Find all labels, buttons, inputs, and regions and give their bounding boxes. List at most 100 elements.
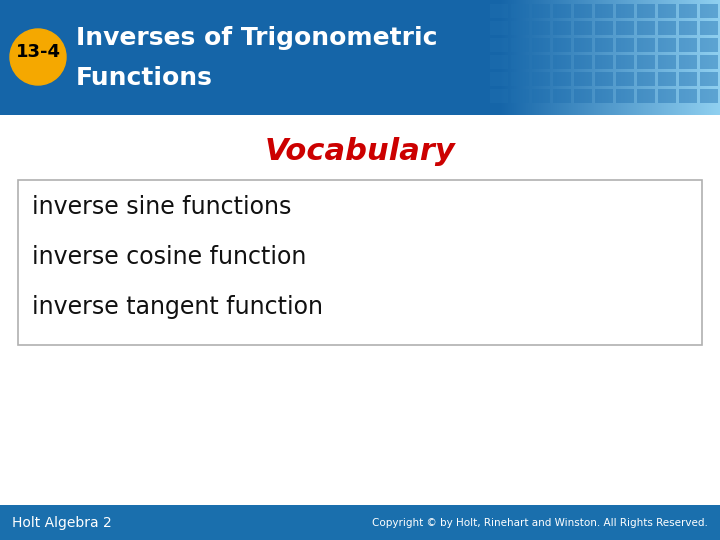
Bar bbox=[514, 0, 515, 115]
Bar bbox=[658, 89, 676, 103]
Bar bbox=[658, 55, 676, 69]
Bar bbox=[658, 0, 659, 115]
Bar bbox=[581, 0, 582, 115]
Bar bbox=[530, 0, 531, 115]
Bar bbox=[672, 0, 673, 115]
Bar bbox=[577, 0, 578, 115]
Bar bbox=[616, 21, 634, 35]
Bar bbox=[667, 0, 668, 115]
Bar bbox=[664, 0, 665, 115]
Circle shape bbox=[10, 29, 66, 85]
Bar bbox=[490, 72, 508, 86]
Bar bbox=[638, 0, 639, 115]
Bar bbox=[563, 0, 564, 115]
Bar bbox=[680, 0, 681, 115]
Bar bbox=[599, 0, 600, 115]
Bar bbox=[528, 0, 529, 115]
Bar bbox=[586, 0, 587, 115]
Bar bbox=[611, 0, 612, 115]
Bar bbox=[719, 0, 720, 115]
Bar bbox=[629, 0, 630, 115]
Bar bbox=[700, 38, 718, 52]
Bar bbox=[632, 0, 633, 115]
Bar bbox=[580, 0, 581, 115]
Bar bbox=[621, 0, 622, 115]
Bar bbox=[704, 0, 705, 115]
Bar bbox=[553, 0, 554, 115]
Bar bbox=[648, 0, 649, 115]
Bar bbox=[710, 0, 711, 115]
Bar bbox=[582, 0, 583, 115]
Bar bbox=[572, 0, 573, 115]
Bar bbox=[522, 0, 523, 115]
Bar bbox=[717, 0, 718, 115]
Bar bbox=[553, 4, 571, 18]
Text: Vocabulary: Vocabulary bbox=[265, 138, 455, 166]
Text: Inverses of Trigonometric: Inverses of Trigonometric bbox=[76, 26, 438, 50]
Bar bbox=[616, 55, 634, 69]
Bar bbox=[544, 0, 545, 115]
Bar bbox=[593, 0, 594, 115]
Bar bbox=[673, 0, 674, 115]
Bar bbox=[574, 89, 592, 103]
Bar bbox=[676, 0, 677, 115]
Bar bbox=[695, 0, 696, 115]
Bar bbox=[512, 0, 513, 115]
Bar bbox=[550, 0, 551, 115]
Bar bbox=[656, 0, 657, 115]
Bar bbox=[689, 0, 690, 115]
Bar bbox=[620, 0, 621, 115]
Bar bbox=[700, 0, 701, 115]
Bar bbox=[644, 0, 645, 115]
Bar bbox=[606, 0, 607, 115]
Bar bbox=[661, 0, 662, 115]
Bar bbox=[511, 89, 529, 103]
Bar bbox=[665, 0, 666, 115]
Bar bbox=[697, 0, 698, 115]
Bar bbox=[525, 0, 526, 115]
Bar bbox=[553, 55, 571, 69]
Bar bbox=[671, 0, 672, 115]
Bar bbox=[517, 0, 518, 115]
Bar bbox=[713, 0, 714, 115]
Bar bbox=[711, 0, 712, 115]
Bar bbox=[501, 0, 502, 115]
Bar bbox=[637, 4, 655, 18]
Bar bbox=[633, 0, 634, 115]
Bar bbox=[699, 0, 700, 115]
Bar bbox=[602, 0, 603, 115]
Bar bbox=[573, 0, 574, 115]
Bar bbox=[490, 89, 508, 103]
Bar bbox=[691, 0, 692, 115]
Bar bbox=[645, 0, 646, 115]
Bar bbox=[707, 0, 708, 115]
Bar bbox=[490, 55, 508, 69]
Bar bbox=[679, 38, 697, 52]
Bar bbox=[706, 0, 707, 115]
Bar bbox=[715, 0, 716, 115]
Bar bbox=[604, 0, 605, 115]
Bar bbox=[574, 38, 592, 52]
Bar bbox=[616, 0, 617, 115]
Bar bbox=[588, 0, 589, 115]
Bar bbox=[571, 0, 572, 115]
Bar bbox=[627, 0, 628, 115]
Bar bbox=[574, 0, 575, 115]
Bar bbox=[519, 0, 520, 115]
Bar bbox=[515, 0, 516, 115]
Bar bbox=[617, 0, 618, 115]
Bar bbox=[675, 0, 676, 115]
Bar bbox=[679, 72, 697, 86]
Bar bbox=[637, 21, 655, 35]
Bar bbox=[557, 0, 558, 115]
Bar bbox=[601, 0, 602, 115]
Bar bbox=[616, 72, 634, 86]
Bar bbox=[682, 0, 683, 115]
Bar bbox=[509, 0, 510, 115]
Text: inverse sine functions: inverse sine functions bbox=[32, 195, 292, 219]
Bar bbox=[658, 72, 676, 86]
Bar bbox=[532, 0, 533, 115]
Bar bbox=[613, 0, 614, 115]
Bar bbox=[594, 0, 595, 115]
Bar bbox=[564, 0, 565, 115]
